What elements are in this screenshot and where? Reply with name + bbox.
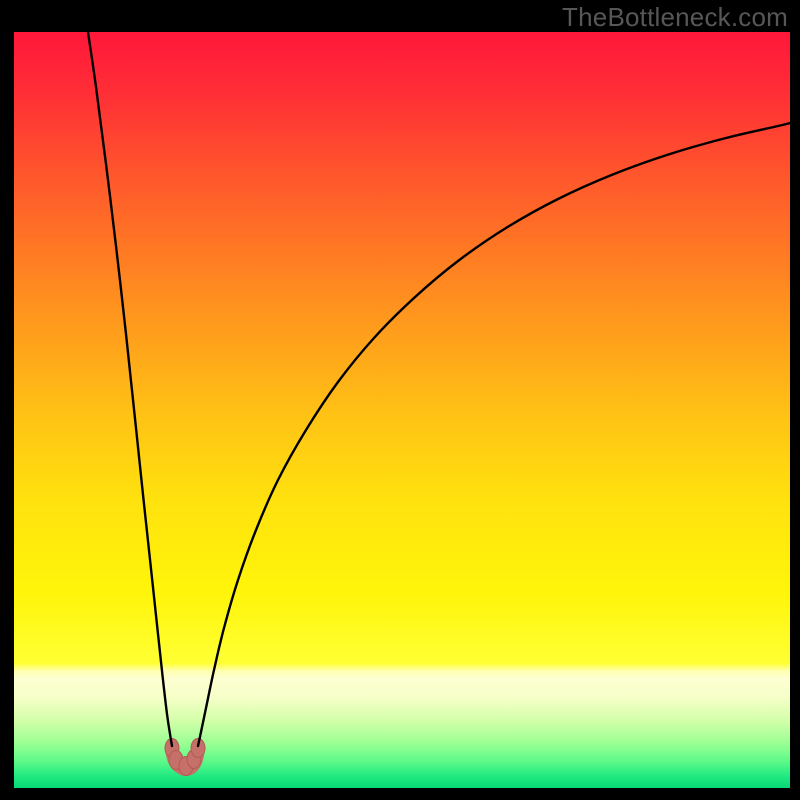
bottleneck-curve bbox=[88, 32, 790, 746]
watermark-text: TheBottleneck.com bbox=[562, 2, 788, 33]
plot-area bbox=[14, 32, 790, 788]
curve-layer bbox=[14, 32, 790, 788]
